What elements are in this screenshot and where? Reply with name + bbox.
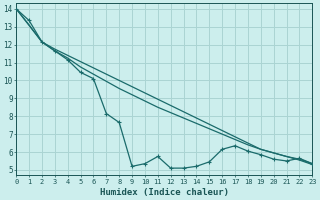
X-axis label: Humidex (Indice chaleur): Humidex (Indice chaleur) (100, 188, 229, 197)
